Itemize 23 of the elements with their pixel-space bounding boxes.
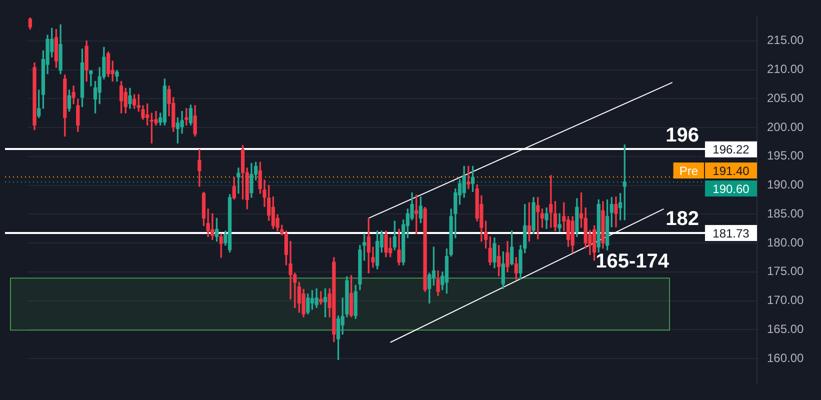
y-tick-label: 210.00	[767, 62, 804, 76]
ref-line-label: 182	[666, 208, 699, 230]
band-label: 165-174	[596, 250, 670, 273]
y-tick-label: 160.00	[767, 350, 804, 365]
y-tick-label: 165.00	[767, 322, 804, 336]
annotation: 196.22	[712, 142, 750, 157]
y-tick-label: 175.00	[767, 264, 804, 278]
ref-line-label: Pre	[679, 164, 698, 178]
y-tick-label: 190.00	[767, 178, 804, 192]
ref-line-label: 196	[666, 124, 699, 146]
candlestick	[236, 168, 240, 194]
y-tick-label: 195.00	[767, 148, 804, 163]
annotation: 191.40	[712, 164, 750, 178]
y-tick-label: 170.00	[767, 293, 804, 308]
y-tick-label: 200.00	[767, 120, 804, 134]
y-tick-label: 205.00	[767, 90, 804, 105]
annotation: 181.73	[712, 226, 750, 240]
annotation: 190.60	[712, 182, 750, 196]
y-tick-label: 185.00	[767, 206, 804, 220]
candlestick	[558, 213, 562, 232]
candlestick	[466, 166, 470, 190]
y-tick-label: 180.00	[767, 235, 804, 250]
y-tick-label: 215.00	[767, 33, 804, 48]
